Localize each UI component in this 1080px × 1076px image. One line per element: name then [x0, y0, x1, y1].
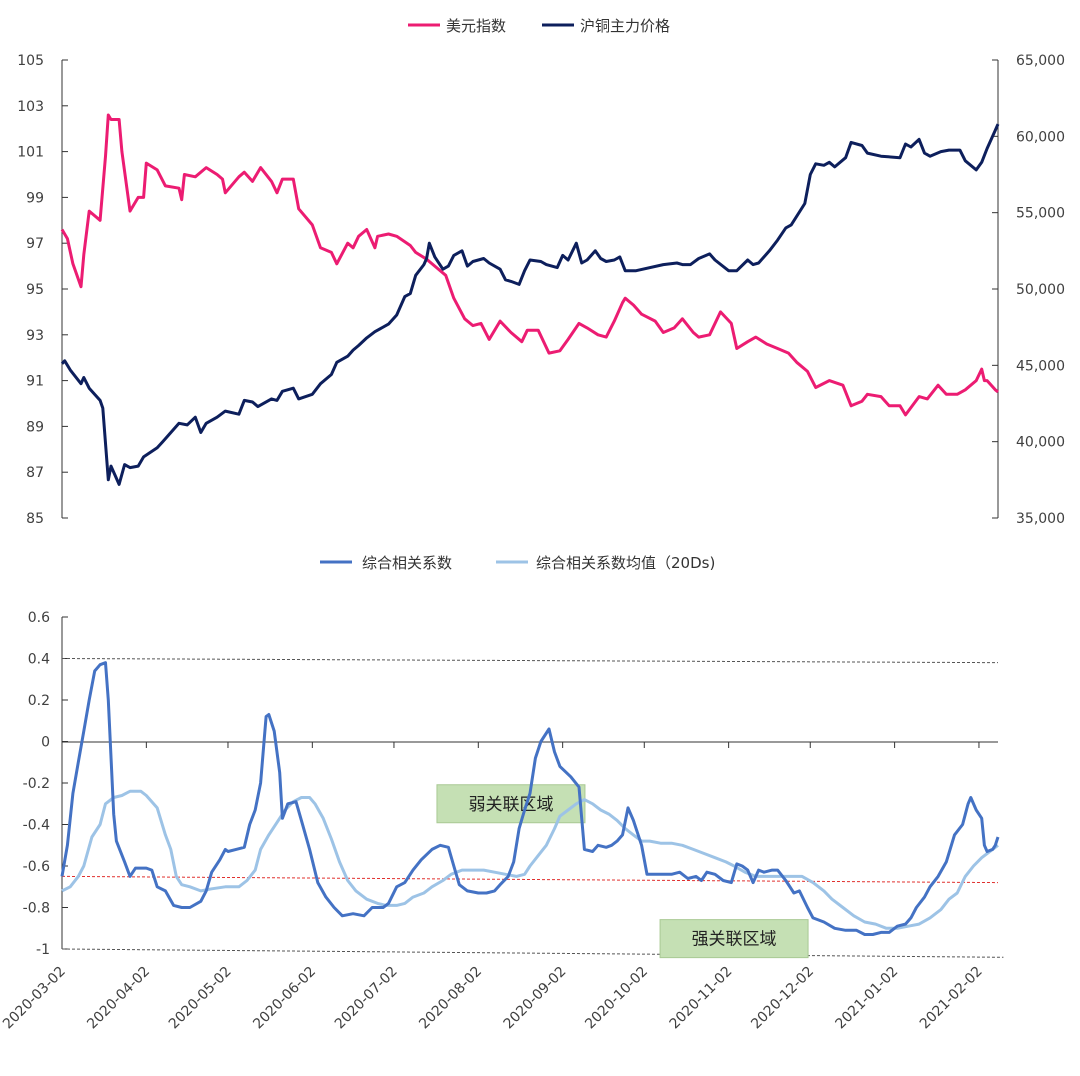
bottom-y-tick-label: 0.2 [28, 693, 50, 709]
series-line-corr [60, 661, 1000, 936]
top-left-tick-label: 97 [26, 236, 44, 252]
top-right-ticks: 35,000 40,000 45,000 50,000 55,000 60,000 65,0… [992, 53, 1065, 527]
reference-lines [61, 658, 1004, 958]
bottom-y-tick-label: -0.2 [23, 776, 50, 792]
top-left-tick-label: 87 [26, 465, 44, 481]
bottom-y-tick-label: 0 [41, 735, 50, 751]
bottom-x-tick-label: 2020-09-02 [501, 964, 570, 1033]
top-left-tick-label: 95 [26, 282, 44, 298]
top-left-tick-label: 93 [26, 328, 44, 344]
zone-weak-label: 弱关联区域 [468, 795, 553, 815]
bottom-x-tick-label: 2020-10-02 [582, 964, 651, 1033]
bottom-y-tick-label: 0.4 [28, 652, 50, 668]
top-left-tick-label: 91 [26, 374, 44, 390]
top-left-tick-label: 105 [17, 53, 44, 69]
bottom-y-tick-label: -1 [36, 942, 50, 958]
top-left-tick-label: 99 [26, 190, 44, 206]
top-left-tick-label: 101 [17, 145, 44, 161]
series-line-usd-index [60, 113, 999, 417]
bottom-x-tick-label: 2020-04-02 [84, 964, 153, 1033]
bottom-y-tick-label: -0.4 [23, 818, 50, 834]
bottom-x-tick-label: 2020-05-02 [166, 964, 235, 1033]
zone-strong-box [659, 919, 809, 959]
top-left-tick-label: 103 [17, 99, 44, 115]
top-right-tick-label: 40,000 [1016, 435, 1065, 451]
top-left-tick-label: 85 [26, 511, 44, 527]
zone-weak: 弱关联区域 [436, 784, 586, 824]
bottom-y-tick-label: 0.6 [28, 610, 50, 626]
zone-strong: 强关联区域 [659, 919, 809, 959]
bottom-x-tick-label: 2020-07-02 [332, 964, 401, 1033]
top-right-tick-label: 50,000 [1016, 282, 1065, 298]
reference-line [61, 948, 1004, 958]
top-legend: 美元指数 沪铜主力价格 [408, 17, 670, 35]
legend-label-corr: 综合相关系数 [362, 554, 452, 572]
bottom-x-tick-label: 2021-01-02 [833, 964, 902, 1033]
top-chart: 美元指数 沪铜主力价格 85 87 89 91 93 95 97 99 101 103 105 35… [17, 17, 1065, 527]
bottom-y-tick-label: -0.6 [23, 859, 50, 875]
series-line-corr-mean [61, 789, 999, 930]
bottom-x-tick-label: 2021-02-02 [917, 964, 986, 1033]
bottom-x-tick-label: 2020-11-02 [667, 964, 736, 1033]
bottom-x-tick-label: 2020-06-02 [250, 964, 319, 1033]
legend-label-corr-mean: 综合相关系数均值（20Ds) [536, 554, 715, 572]
top-right-tick-label: 65,000 [1016, 53, 1065, 69]
reference-line [61, 658, 999, 664]
bottom-y-tick-label: -0.8 [23, 901, 50, 917]
zone-strong-label: 强关联区域 [692, 930, 777, 950]
series-line-copper-price [60, 123, 1000, 486]
top-right-tick-label: 60,000 [1016, 129, 1065, 145]
legend-label-copper-price: 沪铜主力价格 [580, 17, 670, 35]
top-right-tick-label: 35,000 [1016, 511, 1065, 527]
bottom-y-ticks: -1 -0.8 -0.6 -0.4 -0.2 0 0.2 0.4 0.6 [23, 610, 68, 958]
bottom-legend: 综合相关系数 综合相关系数均值（20Ds) [320, 554, 715, 572]
bottom-x-tick-label: 2020-12-02 [748, 964, 817, 1033]
reference-line [61, 875, 999, 884]
legend-label-usd-index: 美元指数 [446, 17, 506, 35]
top-left-ticks: 85 87 89 91 93 95 97 99 101 103 105 [17, 53, 68, 527]
top-left-tick-label: 89 [26, 419, 44, 435]
bottom-chart: 综合相关系数 综合相关系数均值（20Ds) -1 -0.8 -0.6 -0.4 -0.2… [0, 554, 1004, 1033]
bottom-x-tick-label: 2020-03-02 [0, 964, 69, 1033]
top-right-tick-label: 55,000 [1016, 206, 1065, 222]
bottom-x-tick-label: 2020-08-02 [416, 964, 485, 1033]
top-right-tick-label: 45,000 [1016, 358, 1065, 374]
